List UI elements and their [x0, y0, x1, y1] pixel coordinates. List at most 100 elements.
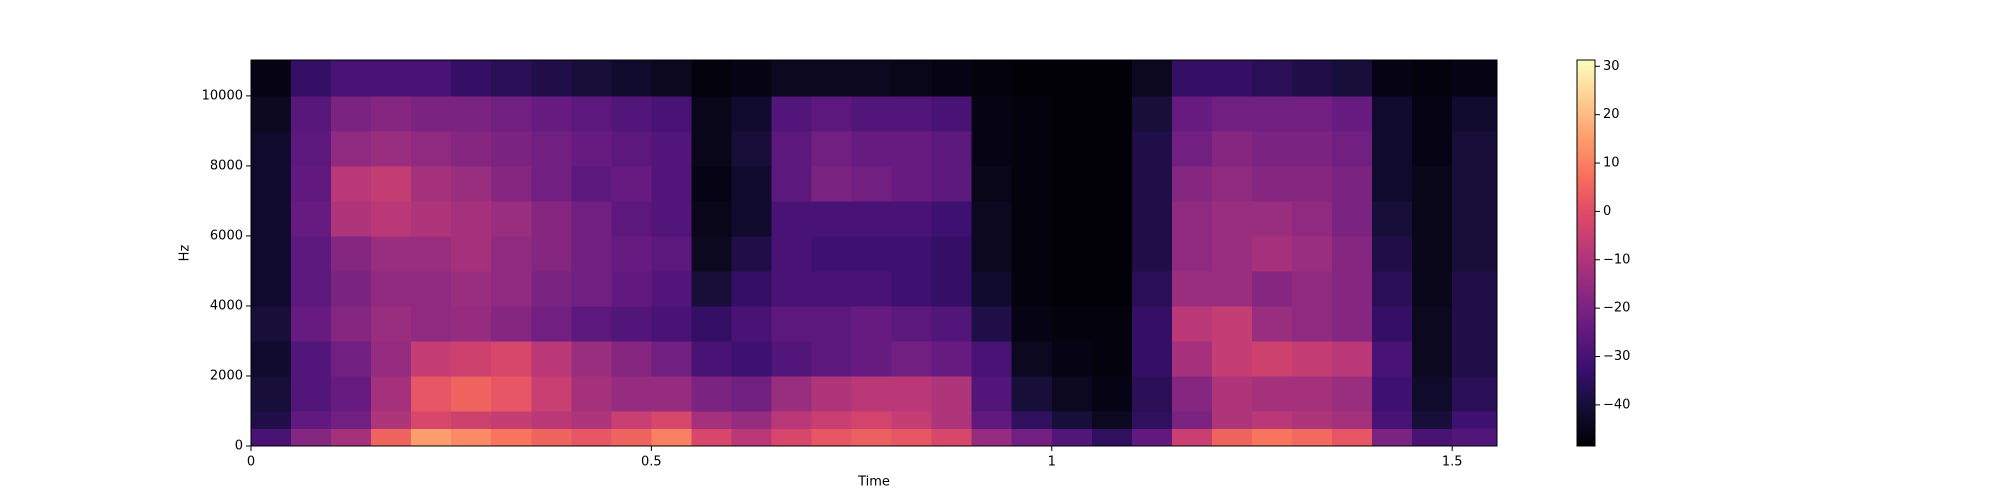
spectrogram-cell — [451, 60, 492, 97]
spectrogram-cell — [571, 410, 612, 429]
spectrogram-cell — [971, 95, 1013, 132]
spectrogram-cell — [531, 428, 572, 447]
spectrogram-cell — [331, 270, 372, 307]
spectrogram-cell — [651, 95, 692, 132]
spectrogram-cell — [1292, 305, 1333, 342]
spectrogram-cell — [931, 95, 973, 132]
spectrogram-cell — [1171, 95, 1213, 132]
spectrogram-cell — [811, 130, 853, 167]
spectrogram-cell — [611, 375, 652, 412]
spectrogram-cell — [1051, 340, 1093, 377]
spectrogram-cell — [1251, 410, 1293, 429]
spectrogram-cell — [1211, 235, 1253, 272]
spectrogram-cell — [1091, 305, 1133, 342]
spectrogram-cell — [571, 130, 612, 167]
spectrogram-cell — [1131, 60, 1173, 97]
spectrogram-cell — [811, 95, 853, 132]
spectrogram-cell — [491, 410, 532, 429]
spectrogram-cell — [331, 305, 372, 342]
spectrogram-cell — [371, 235, 412, 272]
spectrogram-cell — [1171, 340, 1213, 377]
spectrogram-cell — [731, 340, 773, 377]
spectrogram-cell — [691, 305, 732, 342]
spectrogram-cell — [811, 60, 853, 97]
spectrogram-cell — [1171, 270, 1213, 307]
spectrogram-cell — [571, 200, 612, 237]
colorbar-tick-label: −30 — [1603, 349, 1630, 364]
x-axis-label: Time — [857, 475, 890, 490]
spectrogram-cell — [531, 375, 572, 412]
spectrogram-cell — [251, 95, 292, 132]
spectrogram-cell — [851, 410, 893, 429]
spectrogram-cell — [931, 165, 973, 202]
spectrogram-cell — [1412, 428, 1453, 447]
spectrogram-cell — [811, 375, 853, 412]
spectrogram-cell — [1051, 235, 1093, 272]
spectrogram-cell — [331, 130, 372, 167]
spectrogram-cell — [1292, 95, 1333, 132]
spectrogram-cell — [971, 340, 1013, 377]
spectrogram-cell — [1372, 130, 1413, 167]
spectrogram-cell — [451, 305, 492, 342]
spectrogram-cell — [1292, 200, 1333, 237]
spectrogram-cell — [251, 375, 292, 412]
spectrogram-cell — [291, 130, 332, 167]
spectrogram-cell — [251, 305, 292, 342]
x-tick-label: 1.5 — [1442, 455, 1463, 470]
spectrogram-cell — [931, 340, 973, 377]
spectrogram-cell — [651, 270, 692, 307]
spectrogram-cell — [331, 410, 372, 429]
spectrogram-cell — [371, 165, 412, 202]
spectrogram-cell — [971, 428, 1013, 447]
spectrogram-cell — [691, 95, 732, 132]
spectrogram-cell — [491, 60, 532, 97]
spectrogram-cell — [771, 130, 813, 167]
spectrogram-cell — [851, 130, 893, 167]
spectrogram-cell — [731, 165, 773, 202]
spectrogram-cell — [291, 375, 332, 412]
spectrogram-cell — [491, 270, 532, 307]
spectrogram-cell — [1332, 60, 1373, 97]
spectrogram-cell — [1131, 410, 1173, 429]
spectrogram-cell — [291, 165, 332, 202]
spectrogram-cell — [1011, 270, 1053, 307]
spectrogram-cell — [1292, 270, 1333, 307]
spectrogram-cell — [371, 130, 412, 167]
spectrogram-cell — [1251, 270, 1293, 307]
spectrogram-cell — [411, 165, 452, 202]
spectrogram-cell — [1171, 60, 1213, 97]
spectrogram-cell — [1171, 200, 1213, 237]
spectrogram-cell — [571, 270, 612, 307]
spectrogram-cell — [1251, 340, 1293, 377]
spectrogram-cell — [731, 375, 773, 412]
spectrogram-cell — [1251, 235, 1293, 272]
spectrogram-cell — [731, 200, 773, 237]
spectrogram-cell — [651, 60, 692, 97]
spectrogram-cell — [1452, 375, 1498, 412]
spectrogram-cell — [811, 340, 853, 377]
spectrogram-cell — [1452, 305, 1498, 342]
spectrogram-cell — [691, 340, 732, 377]
spectrogram-cell — [971, 410, 1013, 429]
spectrogram-cell — [1372, 428, 1413, 447]
spectrogram-cell — [971, 60, 1013, 97]
spectrogram-cell — [1091, 410, 1133, 429]
spectrogram-cell — [611, 95, 652, 132]
spectrogram-cell — [1171, 375, 1213, 412]
colorbar-tick-label: 20 — [1603, 107, 1620, 122]
spectrogram-cell — [731, 60, 773, 97]
spectrogram-cell — [611, 410, 652, 429]
spectrogram-cell — [531, 60, 572, 97]
spectrogram-cell — [691, 60, 732, 97]
spectrogram-cell — [1091, 130, 1133, 167]
spectrogram-cell — [851, 270, 893, 307]
spectrogram-cell — [1211, 95, 1253, 132]
spectrogram-cell — [1131, 95, 1173, 132]
spectrogram-cell — [371, 340, 412, 377]
spectrogram-cell — [851, 165, 893, 202]
spectrogram-cell — [1412, 95, 1453, 132]
spectrogram-cell — [771, 200, 813, 237]
x-tick-label: 1 — [1048, 455, 1056, 470]
spectrogram-cell — [611, 305, 652, 342]
spectrogram-cell — [1011, 60, 1053, 97]
